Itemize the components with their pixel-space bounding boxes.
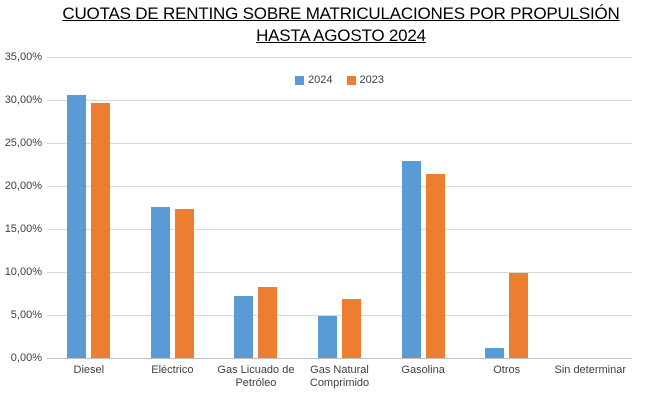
x-category-label: Eléctrico — [151, 364, 194, 376]
gridline — [47, 315, 632, 316]
x-axis-labels: Diesel Eléctrico Gas Licuado de Petróleo Ga… — [47, 364, 632, 390]
bar-2024 — [485, 347, 505, 358]
gridline — [47, 186, 632, 187]
y-tick-label: 10,00% — [4, 266, 42, 278]
x-category-label: Sin determinar — [554, 364, 627, 376]
chart-title-line-1: CUOTAS DE RENTING SOBRE MATRICULACIONES … — [62, 4, 620, 23]
bar-group — [381, 57, 465, 358]
bar-2024 — [401, 161, 421, 358]
bar-group — [548, 57, 632, 358]
legend-label-2023: 2023 — [359, 74, 384, 86]
bar-2023 — [425, 173, 445, 358]
gridline — [47, 100, 632, 101]
gridline — [47, 143, 632, 144]
y-tick-label: 15,00% — [4, 223, 42, 235]
bar-2023 — [174, 209, 194, 358]
x-category-label: Otros — [493, 364, 521, 376]
bar-2024 — [234, 296, 254, 358]
chart-title-line-2: HASTA AGOSTO 2024 — [256, 26, 426, 45]
x-category-label: Gas Licuado de Petróleo — [217, 364, 295, 389]
y-tick-label: 0,00% — [10, 352, 42, 364]
bar-2023 — [342, 298, 362, 358]
y-tick-label: 5,00% — [10, 309, 42, 321]
bar-group — [298, 57, 382, 358]
bar-2023 — [509, 272, 529, 358]
legend-swatch-2023 — [346, 75, 356, 85]
bar-2024 — [67, 94, 87, 358]
bar-2023 — [91, 102, 111, 358]
y-tick-label: 35,00% — [4, 51, 42, 63]
x-category-label: Diesel — [73, 364, 105, 376]
bar-group — [465, 57, 549, 358]
gridline — [47, 272, 632, 273]
bar-group — [131, 57, 215, 358]
chart-title: CUOTAS DE RENTING SOBRE MATRICULACIONES … — [26, 3, 656, 47]
legend-label-2024: 2024 — [308, 74, 333, 86]
gridline — [47, 57, 632, 58]
y-tick-label: 25,00% — [4, 137, 42, 149]
bar-groups — [47, 57, 632, 358]
bar-group — [214, 57, 298, 358]
y-tick-label: 30,00% — [4, 94, 42, 106]
y-tick-label: 20,00% — [4, 180, 42, 192]
legend-swatch-2024 — [295, 75, 305, 85]
legend-item-2023: 2023 — [346, 74, 384, 86]
legend-item-2024: 2024 — [295, 74, 333, 86]
gridline — [47, 229, 632, 230]
bar-2024 — [150, 206, 170, 358]
legend: 2024 2023 — [47, 74, 632, 86]
plot-area — [47, 57, 632, 359]
bar-2023 — [258, 286, 278, 358]
bar-2024 — [318, 315, 338, 358]
x-category-label: Gasolina — [401, 364, 445, 376]
bar-group — [47, 57, 131, 358]
x-category-label: Gas Natural Comprimido — [309, 364, 370, 389]
